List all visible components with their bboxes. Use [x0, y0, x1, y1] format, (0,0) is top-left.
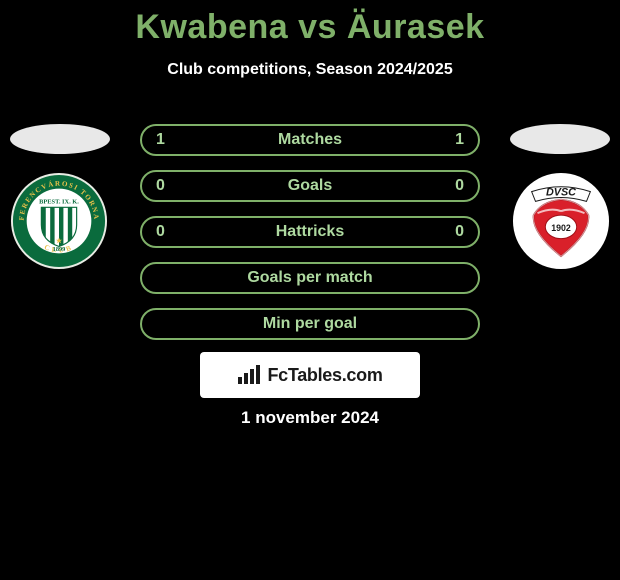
crest-banner-text: DVSC: [546, 187, 576, 199]
stat-label: Hattricks: [276, 223, 344, 241]
stat-row-matches: 1 Matches 1: [140, 124, 480, 156]
stat-left-value: 0: [156, 223, 165, 241]
footer-date: 1 november 2024: [0, 408, 620, 428]
player-right-placeholder: [510, 124, 610, 154]
stat-right-value: 0: [455, 177, 464, 195]
stat-right-value: 1: [455, 131, 464, 149]
player-left-placeholder: [10, 124, 110, 154]
dvsc-crest: DVSC 1902: [512, 172, 610, 270]
crest-center-text: BPEST. IX. K.: [39, 198, 79, 205]
stat-left-value: 1: [156, 131, 165, 149]
stat-label: Matches: [278, 131, 342, 149]
comparison-stats: 1 Matches 1 0 Goals 0 0 Hattricks 0 Goal…: [140, 124, 480, 354]
page-subtitle: Club competitions, Season 2024/2025: [0, 61, 620, 79]
stat-left-value: 0: [156, 177, 165, 195]
page-title: Kwabena vs Äurasek: [0, 0, 620, 47]
brand-link[interactable]: FcTables.com: [200, 352, 420, 398]
crest-year: 1899: [53, 246, 66, 253]
bar-chart-icon: [237, 365, 263, 385]
crest-right-year: 1902: [551, 223, 571, 233]
stat-row-goals-per-match: Goals per match: [140, 262, 480, 294]
brand-text: FcTables.com: [267, 365, 382, 386]
stat-label: Goals: [288, 177, 332, 195]
stat-row-hattricks: 0 Hattricks 0: [140, 216, 480, 248]
stat-row-goals: 0 Goals 0: [140, 170, 480, 202]
stat-label: Goals per match: [247, 269, 372, 287]
ferencvaros-crest: FERENCVÁROSI TORNA CLUB BPEST. IX. K. 18…: [10, 172, 108, 270]
stat-label: Min per goal: [263, 315, 357, 333]
stat-row-min-per-goal: Min per goal: [140, 308, 480, 340]
stat-right-value: 0: [455, 223, 464, 241]
